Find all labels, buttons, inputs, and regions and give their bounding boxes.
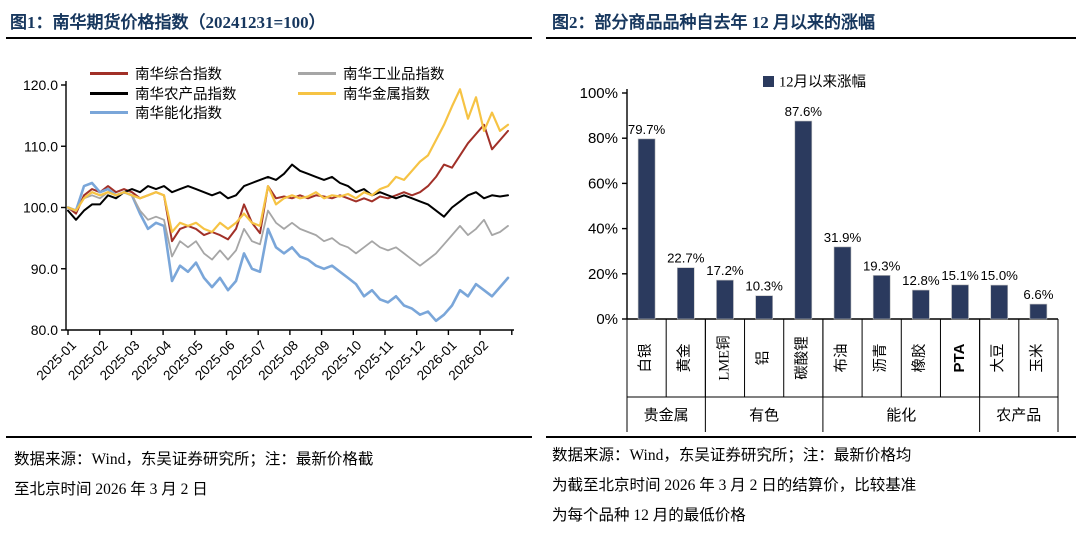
bar-2 (716, 279, 734, 320)
note-line: 数据来源：Wind，东吴证券研究所；注：最新价格截 (14, 451, 374, 468)
bar-8 (951, 284, 969, 320)
legend-item-0: 南华综合指数 (90, 64, 298, 84)
category-label-6: 沥青 (872, 344, 889, 373)
legend-label: 南华能化指数 (135, 106, 222, 123)
nanhua-index-line-chart: 80.090.0100.0110.0120.02025-012025-02202… (23, 77, 514, 383)
note-line: 为截至北京时间 2026 年 3 月 2 日的结算价，比较基准 (552, 477, 917, 494)
bar-5 (833, 246, 852, 320)
bar-value-label: 87.6% (785, 104, 823, 119)
bar-6 (872, 275, 891, 320)
figure2-title: 图2：部分商品品种自去年 12 月以来的涨幅 (552, 13, 875, 32)
legend-label: 南华农产品指数 (135, 86, 237, 103)
bar-3 (755, 295, 773, 320)
figure2-bottom-rule (546, 436, 1076, 438)
legend-item-1: 南华农产品指数 (90, 84, 298, 104)
figure1-title: 图1：南华期货价格指数（20241231=100） (10, 13, 326, 32)
bar-value-label: 12.8% (902, 273, 940, 288)
bar-value-label: 17.2% (706, 263, 744, 278)
category-label-8: PTA (951, 343, 968, 372)
category-label-10: 玉米 (1029, 343, 1046, 372)
y-tick-label: 60% (588, 175, 618, 192)
y-tick-label: 120.0 (23, 77, 58, 93)
group-label-3: 农产品 (996, 407, 1041, 424)
bar-10 (1029, 303, 1048, 320)
bar-legend-label: 12月以来涨幅 (779, 74, 866, 91)
legend-label: 南华综合指数 (135, 67, 222, 84)
bar-value-label: 22.7% (667, 251, 705, 266)
figure1-title-rule (6, 37, 532, 39)
series-line-2 (66, 181, 510, 323)
series-line-1 (67, 163, 509, 221)
bar-value-label: 15.0% (981, 268, 1019, 283)
y-tick-label: 100.0 (23, 200, 58, 216)
note-line: 至北京时间 2026 年 3 月 2 日 (14, 481, 208, 498)
bar-7 (912, 289, 930, 320)
figure2-title-rule (546, 37, 1076, 39)
series-line-0 (67, 123, 509, 243)
legend-swatch (90, 91, 128, 95)
legend-item-3: 南华工业品指数 (298, 64, 445, 84)
category-label-7: 橡胶 (911, 344, 928, 373)
category-label-2: LME铜 (715, 335, 732, 380)
group-label-0: 贵金属 (644, 407, 689, 424)
legend-item-2: 南华能化指数 (90, 103, 298, 123)
bar-legend-swatch (763, 76, 774, 87)
legend-swatch (298, 91, 336, 95)
category-label-1: 黄金 (676, 343, 693, 372)
category-label-9: 大豆 (990, 344, 1007, 373)
bar-4 (794, 120, 813, 320)
commodity-gain-bar-chart: 0% 20% 40% 60% 80% 100% 12月以来涨幅 79.7% 22.7%17.2%… (580, 74, 1059, 432)
y-tick-label: 20% (588, 266, 618, 283)
note-line: 为每个品种 12 月的最低价格 (552, 507, 746, 524)
y-tick-label: 90.0 (31, 261, 58, 277)
line-chart-legend: 南华综合指数 南华农产品指数 南华能化指数 南华工业品指数 南华金属指数 (90, 64, 445, 123)
legend-swatch (298, 72, 336, 76)
y-tick-label: 0% (596, 311, 618, 328)
figure1-bottom-rule (6, 436, 532, 438)
series-line-3 (67, 191, 509, 267)
bar-value-label: 19.3% (863, 258, 901, 273)
bar-value-label: 15.1% (941, 268, 979, 283)
bar-0 (637, 138, 656, 320)
legend-swatch (90, 111, 128, 115)
figure2-source-note: 数据来源：Wind，东吴证券研究所；注：最新价格均 为截至北京时间 2026 年… (552, 441, 1074, 531)
category-label-5: 布油 (833, 344, 850, 373)
bar-value-label: 31.9% (824, 230, 862, 245)
group-label-2: 能化 (886, 407, 916, 424)
figure1-panel: 图1：南华期货价格指数（20241231=100） 80.0 90.0 100.0 1… (6, 13, 532, 505)
note-line: 数据来源：Wind，东吴证券研究所；注：最新价格均 (552, 447, 912, 464)
group-label-1: 有色 (749, 407, 779, 424)
bar-9 (990, 284, 1009, 320)
y-tick-label: 100% (580, 85, 618, 102)
bar-value-label: 79.7% (628, 122, 666, 137)
series-line-4 (66, 88, 510, 234)
y-tick-label: 80% (588, 130, 618, 147)
legend-label: 南华金属指数 (343, 86, 430, 103)
figure2-panel: 图2：部分商品品种自去年 12 月以来的涨幅 0% 20% 40% 60% 80% 100… (540, 0, 1080, 533)
legend-item-4: 南华金属指数 (298, 84, 445, 104)
legend-label: 南华工业品指数 (343, 67, 445, 84)
category-label-0: 白银 (637, 343, 654, 372)
y-tick-label: 110.0 (24, 138, 58, 154)
bar-1 (676, 267, 695, 320)
bar-value-label: 6.6% (1023, 287, 1053, 302)
y-tick-label: 80.0 (31, 322, 58, 338)
bar-value-label: 10.3% (745, 279, 783, 294)
y-tick-label: 40% (588, 221, 618, 238)
figure1-source-note: 数据来源：Wind，东吴证券研究所；注：最新价格截 至北京时间 2026 年 3… (14, 445, 526, 505)
category-label-4: 碳酸锂 (794, 336, 811, 380)
legend-swatch (90, 72, 128, 76)
category-label-3: 铝 (754, 351, 771, 366)
